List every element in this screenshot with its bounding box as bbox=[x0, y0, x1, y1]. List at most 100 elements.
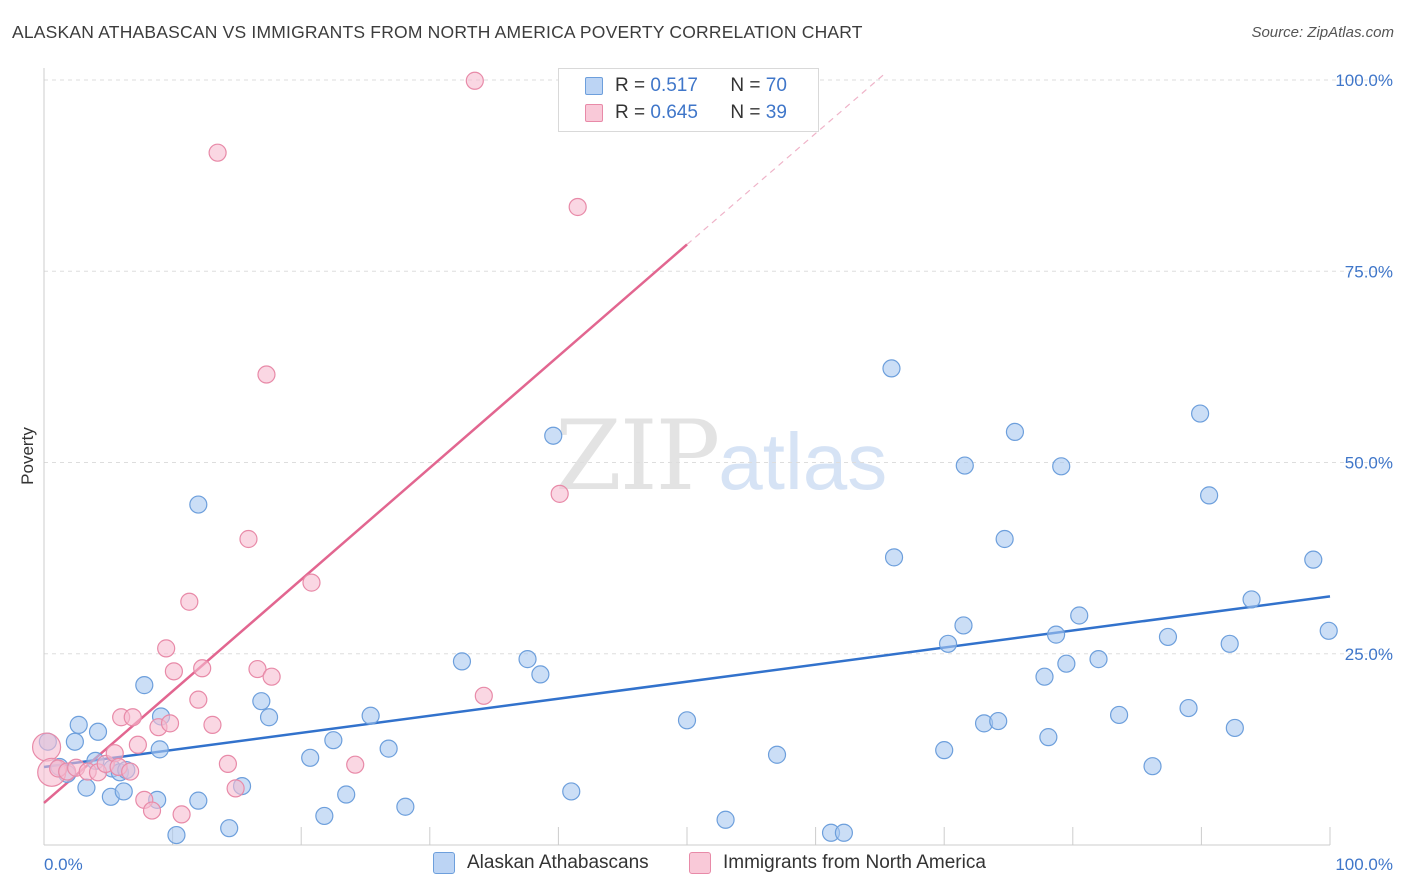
legend-label: Alaskan Athabascans bbox=[467, 852, 649, 873]
pink-point bbox=[203, 715, 222, 734]
legend-row-blue: R = 0.517 N = 70 bbox=[585, 75, 787, 97]
y-tick-label: 100.0% bbox=[1335, 71, 1393, 90]
blue-point bbox=[1191, 404, 1210, 423]
blue-point bbox=[65, 732, 84, 751]
source-label: Source: ZipAtlas.com bbox=[1251, 24, 1394, 41]
pink-point bbox=[226, 779, 245, 798]
blue-point bbox=[1057, 654, 1076, 673]
blue-point bbox=[1052, 457, 1071, 476]
legend-n-label: N = bbox=[730, 75, 761, 96]
pink-swatch bbox=[689, 852, 711, 874]
blue-point bbox=[544, 426, 563, 445]
blue-point bbox=[252, 692, 271, 711]
pink-point bbox=[180, 592, 199, 611]
pink-point bbox=[346, 755, 365, 774]
blue-point bbox=[135, 676, 154, 695]
pink-point bbox=[262, 667, 281, 686]
correlation-legend: R = 0.517 N = 70 R = 0.645 N = 39 bbox=[558, 68, 819, 132]
pink-point bbox=[568, 197, 587, 217]
blue-point bbox=[189, 791, 208, 810]
legend-r-value: 0.645 bbox=[650, 102, 698, 123]
pink-point bbox=[465, 71, 484, 90]
pink-point bbox=[123, 708, 142, 727]
blue-point bbox=[1304, 550, 1323, 569]
blue-point bbox=[150, 740, 169, 759]
data-points bbox=[31, 71, 1338, 845]
blue-point bbox=[1225, 718, 1244, 738]
blue-point bbox=[1046, 625, 1066, 644]
chart-title: ALASKAN ATHABASCAN VS IMMIGRANTS FROM NO… bbox=[12, 22, 863, 42]
legend-n-value: 70 bbox=[765, 75, 787, 96]
legend-label: Immigrants from North America bbox=[723, 852, 986, 873]
blue-point bbox=[935, 741, 954, 760]
legend-item-alaskan-athabascans: Alaskan Athabascans bbox=[433, 852, 649, 874]
y-axis-label: Poverty bbox=[18, 427, 37, 485]
legend-n-label: N = bbox=[730, 102, 761, 123]
blue-point bbox=[882, 359, 901, 378]
blue-point bbox=[995, 529, 1014, 549]
blue-point bbox=[518, 650, 537, 669]
pink-point bbox=[302, 573, 321, 592]
blue-point bbox=[1200, 486, 1219, 505]
pink-point bbox=[239, 529, 258, 549]
pink-point bbox=[128, 735, 147, 754]
blue-point bbox=[69, 715, 88, 734]
watermark-atlas: atlas bbox=[718, 417, 888, 506]
blue-point bbox=[884, 548, 904, 567]
blue-point bbox=[938, 634, 958, 653]
blue-point bbox=[315, 806, 334, 826]
legend-n-value: 39 bbox=[765, 102, 787, 123]
blue-point bbox=[834, 823, 853, 842]
blue-point bbox=[77, 778, 96, 797]
blue-point bbox=[954, 616, 973, 635]
tick-labels: 25.0% 50.0% 75.0% 100.0% 0.0% 100.0% bbox=[44, 71, 1393, 874]
y-tick-label: 25.0% bbox=[1345, 645, 1393, 664]
blue-point bbox=[989, 711, 1008, 731]
blue-point bbox=[452, 652, 472, 671]
blue-point bbox=[955, 456, 974, 475]
x-tick-label-min: 0.0% bbox=[44, 855, 83, 874]
blue-point bbox=[379, 739, 398, 758]
blue-point bbox=[1039, 728, 1058, 747]
watermark-zip: ZIP bbox=[555, 400, 720, 512]
blue-point bbox=[88, 722, 108, 741]
blue-point bbox=[167, 825, 186, 845]
y-tick-label: 50.0% bbox=[1345, 454, 1393, 473]
pink-point bbox=[121, 762, 140, 781]
blue-point bbox=[361, 706, 380, 725]
blue-point bbox=[1158, 627, 1178, 647]
legend-r-label: R = bbox=[615, 102, 646, 123]
blue-point bbox=[337, 785, 356, 804]
blue-point bbox=[301, 748, 320, 767]
legend-r-value: 0.517 bbox=[650, 75, 698, 96]
blue-point bbox=[562, 782, 581, 801]
blue-point bbox=[1035, 667, 1054, 686]
legend-item-immigrants-north-america: Immigrants from North America bbox=[689, 852, 986, 874]
blue-point bbox=[1070, 606, 1089, 625]
blue-trend-line bbox=[43, 595, 1331, 769]
pink-point bbox=[208, 143, 227, 162]
blue-point bbox=[677, 711, 697, 730]
pink-point bbox=[248, 659, 267, 679]
blue-point bbox=[1242, 590, 1261, 609]
pink-swatch bbox=[585, 104, 603, 122]
legend-r-label: R = bbox=[615, 75, 646, 96]
blue-point bbox=[1143, 757, 1162, 776]
blue-point bbox=[1179, 698, 1198, 718]
blue-point bbox=[396, 797, 415, 816]
pink-point bbox=[550, 484, 569, 503]
pink-point bbox=[189, 690, 208, 709]
grid bbox=[44, 79, 1393, 655]
blue-point bbox=[114, 782, 133, 801]
trend-lines bbox=[43, 71, 1331, 804]
blue-swatch bbox=[433, 852, 455, 874]
pink-point bbox=[172, 805, 191, 824]
legend-row-pink: R = 0.645 N = 39 bbox=[585, 102, 787, 124]
blue-point bbox=[1089, 650, 1108, 669]
blue-swatch bbox=[585, 77, 603, 95]
pink-point bbox=[193, 659, 212, 678]
blue-point bbox=[1005, 422, 1025, 441]
blue-point bbox=[1109, 705, 1129, 725]
pink-point bbox=[157, 639, 176, 658]
